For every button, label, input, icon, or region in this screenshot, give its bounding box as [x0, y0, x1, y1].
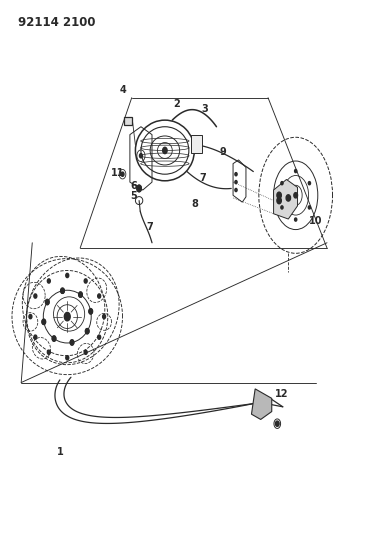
Circle shape: [308, 206, 310, 209]
Text: 92114 2100: 92114 2100: [18, 16, 95, 29]
Text: 7: 7: [147, 222, 154, 232]
Text: 9: 9: [220, 147, 227, 157]
Circle shape: [34, 335, 37, 340]
Text: 4: 4: [119, 85, 126, 95]
Circle shape: [84, 350, 87, 354]
Circle shape: [70, 340, 74, 345]
Polygon shape: [274, 180, 298, 219]
Text: 2: 2: [174, 99, 180, 109]
Circle shape: [277, 197, 281, 204]
Text: 7: 7: [199, 173, 206, 183]
Text: 11: 11: [111, 167, 125, 177]
Circle shape: [295, 218, 297, 221]
Circle shape: [277, 192, 281, 198]
Circle shape: [294, 192, 298, 198]
Circle shape: [46, 300, 49, 305]
Circle shape: [163, 147, 167, 154]
Circle shape: [66, 273, 69, 278]
Circle shape: [98, 294, 101, 298]
Circle shape: [61, 288, 64, 293]
Circle shape: [84, 279, 87, 283]
Circle shape: [98, 335, 101, 340]
Text: 6: 6: [130, 181, 137, 191]
Circle shape: [121, 172, 124, 176]
Circle shape: [137, 185, 141, 191]
Circle shape: [275, 421, 279, 426]
Text: 10: 10: [309, 216, 322, 225]
Circle shape: [281, 206, 283, 209]
Circle shape: [85, 328, 89, 334]
FancyBboxPatch shape: [191, 135, 202, 153]
Circle shape: [140, 154, 142, 158]
Circle shape: [235, 173, 237, 176]
Circle shape: [308, 182, 310, 185]
FancyBboxPatch shape: [125, 117, 132, 125]
Text: 12: 12: [275, 389, 289, 399]
Text: 5: 5: [130, 191, 137, 201]
Circle shape: [281, 182, 283, 185]
Circle shape: [89, 309, 93, 314]
Circle shape: [52, 336, 56, 341]
Circle shape: [66, 356, 69, 360]
Circle shape: [29, 314, 32, 319]
Circle shape: [286, 195, 291, 201]
Circle shape: [42, 319, 46, 325]
Polygon shape: [251, 389, 272, 419]
Circle shape: [47, 279, 50, 283]
Circle shape: [235, 189, 237, 191]
Text: 3: 3: [201, 104, 208, 114]
Circle shape: [295, 169, 297, 173]
Circle shape: [235, 181, 237, 184]
Text: 1: 1: [56, 447, 63, 457]
Circle shape: [47, 350, 50, 354]
Text: 8: 8: [191, 199, 199, 209]
Circle shape: [79, 292, 82, 297]
Circle shape: [102, 314, 105, 319]
Circle shape: [64, 312, 70, 321]
Circle shape: [34, 294, 37, 298]
